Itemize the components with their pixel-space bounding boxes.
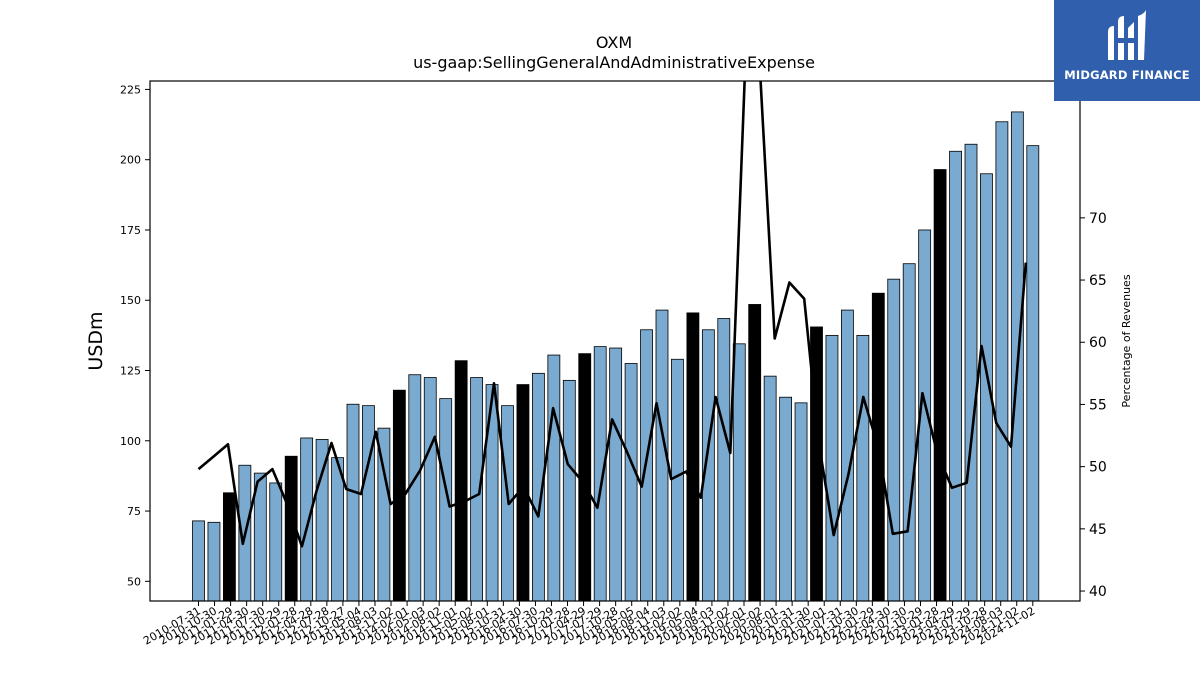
y2-tick-label: 50 [1089,460,1107,476]
bar [439,398,453,602]
bar [763,375,777,602]
bar [207,521,221,602]
bar [300,437,314,602]
bar [732,343,746,602]
plot-frame [149,80,1081,602]
bar [562,379,576,602]
y2-tick-label: 55 [1089,397,1107,413]
bar [593,346,607,602]
bar [701,329,715,602]
chart-title: OXM [596,33,632,52]
y-tick-label: 125 [120,365,141,378]
bar [222,492,236,602]
bar [748,304,762,602]
y2-tick-label: 60 [1089,335,1107,351]
y-tick-label: 100 [120,435,141,448]
y2-tick-label: 70 [1089,211,1107,227]
bar [423,377,437,602]
bar [779,396,792,602]
bar [717,318,731,602]
bar [964,143,978,602]
bar [995,121,1009,602]
y-tick-label: 50 [127,575,141,588]
bar [624,363,638,602]
bar [547,354,561,602]
y2-tick-label: 45 [1089,522,1107,538]
chart-subtitle: us-gaap:SellingGeneralAndAdministrativeE… [413,53,815,72]
brand-name: MIDGARD FINANCE [1064,68,1190,82]
midgard-logo-icon [1108,10,1146,60]
bar [269,482,283,602]
bar [856,334,870,602]
bar [902,263,916,602]
y-tick-label: 225 [120,83,141,96]
y-tick-label: 175 [120,224,141,237]
bar [454,360,468,602]
bar [933,169,947,602]
y-tick-label: 200 [120,154,141,167]
bar [362,405,375,602]
bar [485,384,499,602]
brand-logo: MIDGARD FINANCE [1054,0,1200,101]
bar [949,150,962,602]
y-axis-left: 50 75 100 125 150 175 200 225 [120,83,150,588]
bar [686,312,700,602]
y-axis-right: 40 45 50 55 60 65 70 [1080,211,1107,600]
bar-series [192,111,1040,602]
percentage-line [197,81,1028,548]
bar [192,520,205,602]
bar [794,402,808,602]
bar [346,403,360,602]
bar [609,347,623,602]
bar [887,278,901,602]
y2-tick-label: 65 [1089,273,1107,289]
y-tick-label: 75 [127,505,141,518]
line-series [197,81,1028,548]
x-axis: 2010-07-312010-10-302011-01-292011-04-30… [141,601,1037,648]
y2-axis-label: Percentage of Revenues [1120,274,1133,407]
bar [1026,145,1040,602]
y2-tick-label: 40 [1089,584,1107,600]
y-axis-label: USDm [85,311,107,370]
y-tick-label: 150 [120,294,141,307]
bar [825,334,839,602]
bar [671,358,684,602]
